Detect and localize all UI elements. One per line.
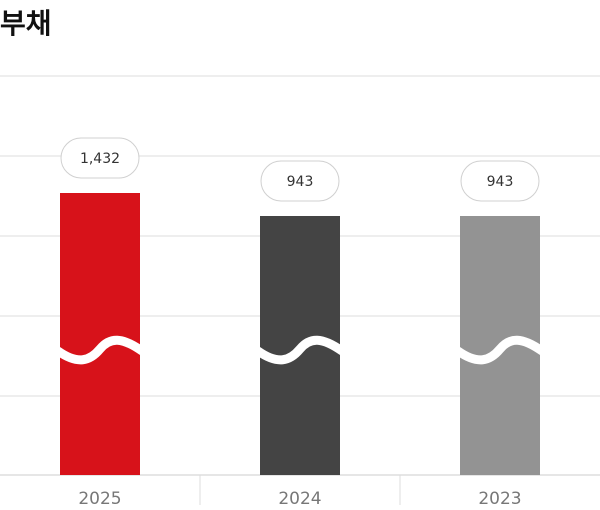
value-pill — [60, 137, 140, 179]
value-label: 943 — [487, 174, 514, 190]
x-tick-label: 2023 — [478, 489, 521, 509]
axis-break-wave — [53, 335, 147, 365]
bars: 1,432 943 943 — [53, 137, 547, 475]
value-pill — [260, 160, 340, 202]
value-label: 943 — [287, 174, 314, 190]
x-tick-label: 2025 — [78, 489, 121, 509]
bar-2025 — [60, 193, 140, 475]
chart-title: 부채 — [0, 7, 52, 40]
value-label: 1,432 — [80, 151, 120, 167]
value-pill — [460, 160, 540, 202]
x-axis: 2025 2024 2023 — [78, 489, 521, 509]
x-tick-label: 2024 — [278, 489, 321, 509]
axis-break-wave — [453, 335, 547, 365]
axis-break-wave — [253, 335, 347, 365]
